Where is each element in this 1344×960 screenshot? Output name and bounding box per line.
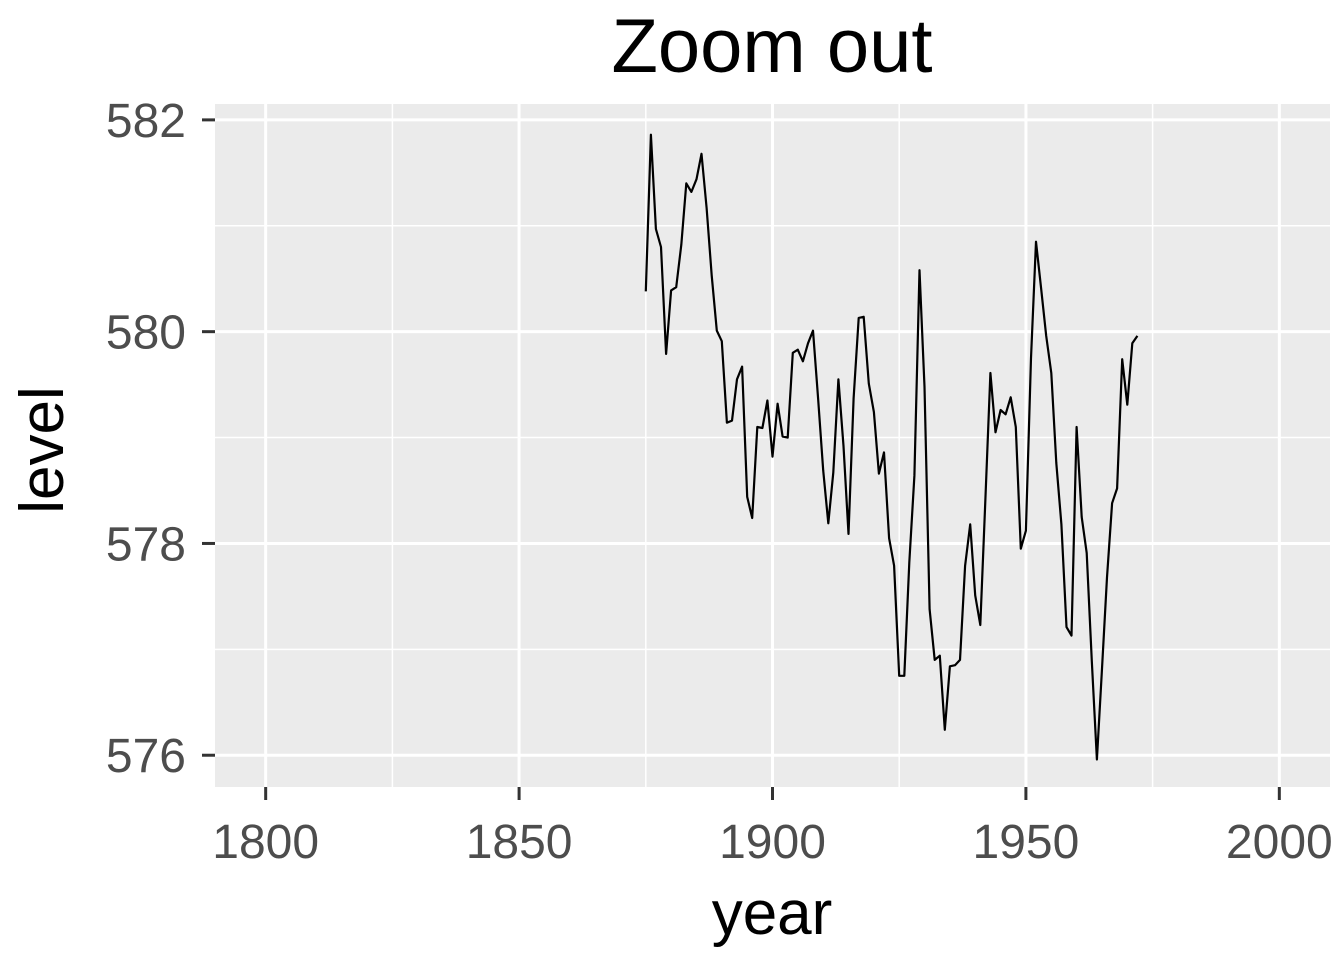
x-tick-label: 1950 xyxy=(973,816,1080,869)
y-axis: 576 578 580 582 xyxy=(106,95,215,783)
y-tick-label: 580 xyxy=(106,307,186,360)
y-tick-label: 582 xyxy=(106,95,186,148)
y-tick-label: 576 xyxy=(106,730,186,783)
y-tick-label: 578 xyxy=(106,518,186,571)
x-axis-title: year xyxy=(712,879,833,948)
x-tick-label: 1900 xyxy=(719,816,826,869)
series-line xyxy=(644,133,1139,761)
y-axis-title: level xyxy=(8,386,77,514)
series-layer xyxy=(644,133,1139,761)
x-tick-label: 2000 xyxy=(1226,816,1333,869)
chart-title: Zoom out xyxy=(611,4,932,89)
x-axis: 1800 1850 1900 1950 2000 xyxy=(212,787,1333,869)
x-tick-label: 1800 xyxy=(212,816,319,869)
x-tick-label: 1850 xyxy=(466,816,573,869)
